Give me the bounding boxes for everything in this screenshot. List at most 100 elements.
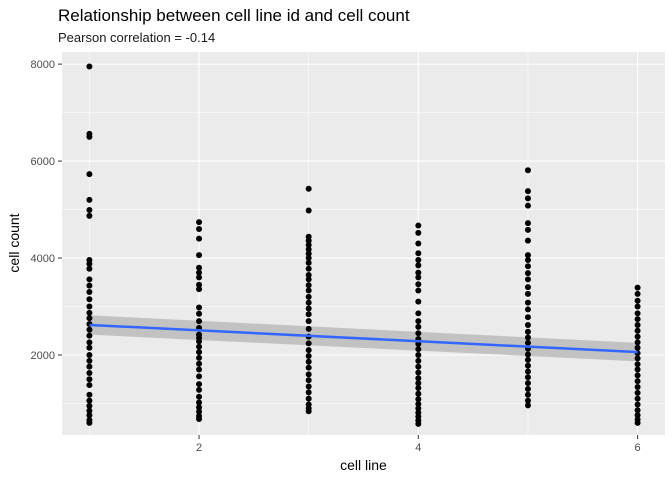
data-point xyxy=(524,237,531,244)
data-point xyxy=(196,360,203,367)
data-point xyxy=(524,306,531,313)
data-point xyxy=(524,167,531,174)
data-point xyxy=(86,357,93,364)
y-tick-label: 6000 xyxy=(31,156,55,168)
data-point xyxy=(524,351,531,358)
data-point xyxy=(305,305,312,312)
data-point xyxy=(634,339,641,346)
data-point xyxy=(86,303,93,310)
data-point xyxy=(415,240,422,247)
data-point xyxy=(415,330,422,337)
plot-panel xyxy=(62,52,665,435)
y-tick-label: 4000 xyxy=(31,253,55,265)
data-point xyxy=(415,222,422,229)
data-point xyxy=(634,412,641,419)
data-point xyxy=(524,220,531,227)
data-point xyxy=(634,389,641,396)
data-point xyxy=(524,380,531,387)
data-point xyxy=(524,402,531,409)
scatter-points xyxy=(86,63,641,427)
data-point xyxy=(305,265,312,272)
data-point xyxy=(415,318,422,325)
data-point xyxy=(524,368,531,375)
data-point xyxy=(415,298,422,305)
x-tick-label: 2 xyxy=(196,442,202,454)
data-point xyxy=(196,219,203,226)
data-point xyxy=(524,256,531,263)
data-point xyxy=(634,316,641,323)
data-point xyxy=(634,297,641,304)
data-point xyxy=(634,321,641,328)
data-point xyxy=(86,315,93,322)
data-point xyxy=(415,369,422,376)
data-point xyxy=(634,384,641,391)
data-point xyxy=(86,282,93,289)
data-point xyxy=(86,391,93,398)
data-point xyxy=(524,339,531,346)
data-point xyxy=(634,361,641,368)
data-point xyxy=(415,390,422,397)
x-axis-title: cell line xyxy=(340,457,387,473)
data-point xyxy=(305,352,312,359)
data-point xyxy=(305,282,312,289)
data-point xyxy=(196,269,203,276)
data-point xyxy=(196,235,203,242)
data-point xyxy=(86,344,93,351)
data-point xyxy=(196,404,203,411)
data-point xyxy=(305,318,312,325)
data-point xyxy=(196,408,203,415)
data-point xyxy=(415,262,422,269)
data-point xyxy=(305,293,312,300)
data-point xyxy=(634,355,641,362)
data-point xyxy=(196,393,203,400)
data-point xyxy=(196,281,203,288)
data-point xyxy=(634,378,641,385)
data-point xyxy=(305,185,312,192)
data-point xyxy=(86,397,93,404)
y-tick-label: 8000 xyxy=(31,59,55,71)
data-point xyxy=(415,375,422,382)
data-point xyxy=(86,265,93,272)
data-point xyxy=(305,311,312,318)
data-point xyxy=(634,395,641,402)
data-point xyxy=(524,328,531,335)
data-point xyxy=(305,259,312,266)
data-point xyxy=(415,269,422,276)
data-point xyxy=(196,274,203,281)
data-point xyxy=(634,327,641,334)
data-point xyxy=(305,395,312,402)
data-point xyxy=(524,284,531,291)
data-point xyxy=(415,384,422,391)
data-point xyxy=(634,372,641,379)
data-point xyxy=(86,332,93,339)
data-point xyxy=(196,386,203,393)
data-point xyxy=(86,382,93,389)
data-point xyxy=(524,391,531,398)
x-tick-label: 6 xyxy=(635,442,641,454)
data-point xyxy=(196,286,203,293)
data-point xyxy=(524,356,531,363)
data-point xyxy=(524,226,531,233)
data-point xyxy=(524,195,531,202)
data-point xyxy=(196,354,203,361)
data-point xyxy=(305,347,312,354)
data-point xyxy=(305,364,312,371)
data-point xyxy=(196,399,203,406)
data-point xyxy=(415,256,422,263)
data-point xyxy=(415,274,422,281)
data-point xyxy=(86,212,93,219)
data-point xyxy=(415,400,422,407)
data-point xyxy=(524,252,531,259)
data-point xyxy=(524,290,531,297)
data-point xyxy=(305,340,312,347)
data-point xyxy=(86,412,93,419)
data-point xyxy=(86,207,93,214)
data-point xyxy=(524,374,531,381)
data-point xyxy=(634,401,641,408)
data-point xyxy=(634,290,641,297)
data-point xyxy=(634,344,641,351)
data-point xyxy=(634,407,641,414)
data-point xyxy=(196,373,203,380)
data-point xyxy=(86,133,93,140)
